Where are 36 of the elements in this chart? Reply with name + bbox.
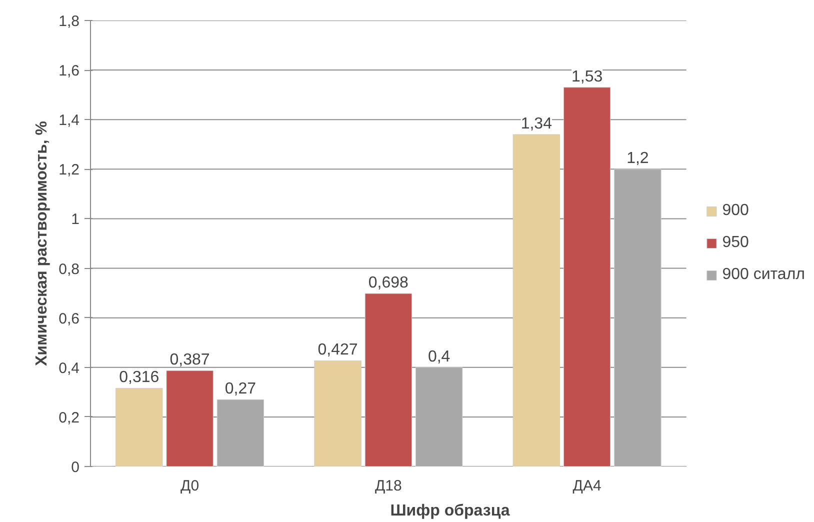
x-tick-label: Д0 xyxy=(180,478,200,494)
y-tick-label: 0,2 xyxy=(58,409,80,426)
data-label: 1,53 xyxy=(571,68,603,86)
y-tick-label: 0,8 xyxy=(58,260,80,278)
legend-label: 900 ситалл xyxy=(722,266,805,284)
data-label: 1,34 xyxy=(520,115,552,132)
bar xyxy=(364,293,412,466)
bar xyxy=(415,367,463,466)
data-label: 0,316 xyxy=(119,369,160,386)
y-tick-label: 1,4 xyxy=(58,112,80,130)
data-label: 0,427 xyxy=(318,342,358,359)
y-tick-label: 0 xyxy=(71,459,80,476)
data-label: 0,4 xyxy=(428,348,450,366)
bar xyxy=(314,360,362,466)
y-tick-label: 1,8 xyxy=(58,13,80,30)
y-tick-label: 0,6 xyxy=(58,310,80,328)
y-tick-label: 1 xyxy=(71,211,80,228)
bar xyxy=(166,370,214,466)
y-axis-title: Химическая растворимость, % xyxy=(34,120,51,366)
legend-label: 950 xyxy=(722,234,749,252)
x-tick-label: ДА4 xyxy=(572,478,602,494)
bar xyxy=(216,399,264,466)
data-label: 0,698 xyxy=(368,274,409,292)
x-tick-label: Д18 xyxy=(375,478,402,494)
y-tick-label: 1,6 xyxy=(58,62,80,80)
y-tick-label: 1,2 xyxy=(58,162,80,179)
data-label: 0,387 xyxy=(170,352,210,369)
y-tick-label: 0,4 xyxy=(58,360,80,377)
bar xyxy=(614,168,662,466)
legend-label: 900 xyxy=(722,202,749,220)
data-label: 1,2 xyxy=(626,150,649,168)
bar xyxy=(512,134,560,466)
data-label: 0,27 xyxy=(224,380,256,398)
bar xyxy=(563,87,611,466)
x-axis-title: Шифр образца xyxy=(390,502,510,520)
bar xyxy=(116,388,163,466)
